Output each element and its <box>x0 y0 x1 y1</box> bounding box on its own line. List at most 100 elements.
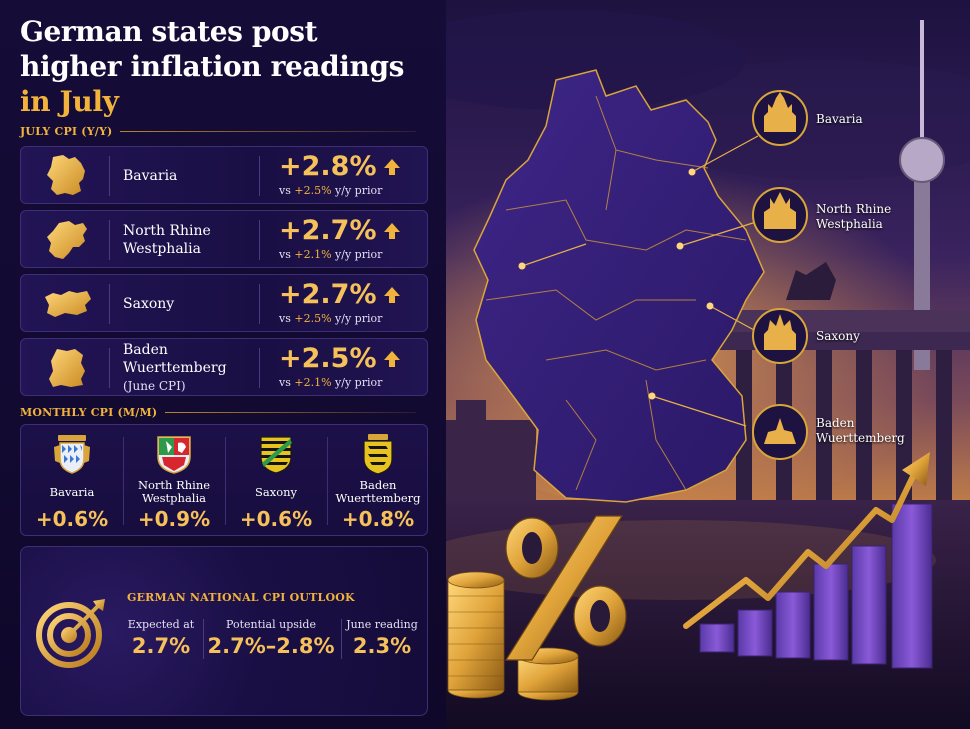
monthly-item-bavaria: Bavaria +0.6% <box>21 425 123 537</box>
prior-suffix: y/y prior <box>335 376 383 389</box>
state-name-line-2: Wuerttemberg <box>123 360 227 376</box>
monthly-item-north-rhine-westphalia: North Rhine Westphalia +0.9% <box>123 425 225 537</box>
outlook-heading: GERMAN NATIONAL CPI OUTLOOK <box>127 591 355 604</box>
outlook-divider <box>203 619 204 659</box>
bavaria-crest-icon <box>54 435 90 474</box>
heading-rule <box>165 411 416 413</box>
row-divider <box>259 284 260 324</box>
yoy-value: +2.7% <box>279 215 377 246</box>
yoy-prior: vs +2.1% y/y prior <box>279 248 419 261</box>
monthly-divider <box>225 437 226 525</box>
monthly-state-name: North Rhine Westphalia <box>123 477 225 507</box>
row-divider <box>259 220 260 260</box>
north-rhine-westphalia-crest-icon <box>157 436 191 474</box>
heading-rule <box>120 130 416 132</box>
monthly-heading-text: MONTHLY CPI (M/M) <box>20 405 158 419</box>
callout-line-1: Saxony <box>816 329 860 343</box>
monthly-state-name: Bavaria <box>21 477 123 507</box>
outlook-label: Potential upside <box>226 618 316 631</box>
north-rhine-westphalia-shape-icon <box>47 221 87 259</box>
outlook-item-expected: Expected at 2.7% <box>125 617 197 663</box>
outlook-item-potential-upside: Potential upside 2.7%–2.8% <box>207 617 335 663</box>
monthly-value: +0.8% <box>341 507 415 531</box>
monthly-name-line-1: Saxony <box>254 484 298 499</box>
germany-map-scene <box>446 0 970 729</box>
outlook-label: Expected at <box>127 618 195 631</box>
monthly-value: +0.6% <box>35 507 109 531</box>
monthly-item-baden-wuerttemberg: Baden Wuerttemberg +0.8% <box>327 425 429 537</box>
state-name-line-1: Baden <box>123 342 168 358</box>
title-line-2: higher inflation readings <box>20 50 405 83</box>
monthly-name-line-2: Westphalia <box>141 491 207 505</box>
right-illustration-panel: Bavaria North Rhine Westphalia Saxony Ba… <box>446 0 970 729</box>
yoy-row-saxony: Saxony +2.7% vs +2.5% y/y prior <box>20 274 428 332</box>
callout-line-1: Bavaria <box>816 112 863 126</box>
yoy-section-heading: JULY CPI (Y/Y) <box>20 124 416 138</box>
monthly-state-name: Saxony <box>225 477 327 507</box>
outlook-value: 2.7% <box>131 634 191 658</box>
row-divider <box>109 348 110 388</box>
monthly-item-saxony: Saxony +0.6% <box>225 425 327 537</box>
monthly-name-line-1: Bavaria <box>49 484 95 499</box>
page-title: German states post higher inflation read… <box>20 14 440 119</box>
map-callout-saxony: Saxony <box>816 329 860 344</box>
map-callout-north-rhine-westphalia: North Rhine Westphalia <box>816 202 891 232</box>
yoy-state-name: Bavaria <box>123 147 253 205</box>
callout-line-2: Wuerttemberg <box>816 431 905 445</box>
yoy-row-bavaria: Bavaria +2.8% vs +2.5% y/y prior <box>20 146 428 204</box>
outlook-divider <box>341 619 342 659</box>
saxony-crest-icon <box>260 436 292 474</box>
monthly-divider <box>327 437 328 525</box>
map-callout-bavaria: Bavaria <box>816 112 863 127</box>
outlook-item-june-reading: June reading 2.3% <box>343 617 421 663</box>
national-outlook-box: GERMAN NATIONAL CPI OUTLOOK Expected at … <box>20 546 428 716</box>
prior-prefix: vs <box>279 376 291 389</box>
prior-prefix: vs <box>279 184 291 197</box>
yoy-prior: vs +2.1% y/y prior <box>279 376 419 389</box>
title-line-1: German states post <box>20 15 318 48</box>
prior-prefix: vs <box>279 248 291 261</box>
row-divider <box>259 348 260 388</box>
monthly-divider <box>123 437 124 525</box>
bavaria-shape-icon <box>47 155 85 195</box>
prior-value: +2.1% <box>294 376 332 389</box>
yoy-value: +2.8% <box>279 151 377 182</box>
monthly-name-line-2: Wuerttemberg <box>335 491 421 505</box>
prior-value: +2.1% <box>294 248 332 261</box>
prior-value: +2.5% <box>294 184 332 197</box>
left-panel: German states post higher inflation read… <box>0 0 446 729</box>
state-name-line-1: Saxony <box>123 296 175 312</box>
yoy-state-name: Baden Wuerttemberg (June CPI) <box>123 339 253 397</box>
yoy-state-name: Saxony <box>123 275 253 333</box>
monthly-value: +0.9% <box>137 507 211 531</box>
outlook-value: 2.3% <box>352 634 412 658</box>
yoy-state-name: North Rhine Westphalia <box>123 211 253 269</box>
row-divider <box>109 156 110 196</box>
row-divider <box>109 220 110 260</box>
prior-suffix: y/y prior <box>335 312 383 325</box>
prior-prefix: vs <box>279 312 291 325</box>
title-line-3: in July <box>20 85 119 118</box>
monthly-state-name: Baden Wuerttemberg <box>327 477 429 507</box>
outlook-label: June reading <box>346 618 418 631</box>
monthly-name-line-1: North Rhine <box>137 478 211 492</box>
yoy-value: +2.7% <box>279 279 377 310</box>
arrow-up-icon <box>384 351 400 367</box>
prior-suffix: y/y prior <box>335 248 383 261</box>
yoy-row-baden-wuerttemberg: Baden Wuerttemberg (June CPI) +2.5% vs +… <box>20 338 428 396</box>
monthly-cpi-box: Bavaria +0.6% North Rhine Westphalia +0.… <box>20 424 428 536</box>
yoy-prior: vs +2.5% y/y prior <box>279 312 419 325</box>
state-name-line-2: Westphalia <box>123 241 201 257</box>
state-name-line-1: Bavaria <box>123 168 178 184</box>
monthly-value: +0.6% <box>239 507 313 531</box>
yoy-prior: vs +2.5% y/y prior <box>279 184 419 197</box>
map-callout-baden-wuerttemberg: Baden Wuerttemberg <box>816 416 905 446</box>
yoy-row-north-rhine-westphalia: North Rhine Westphalia +2.7% vs +2.1% y/… <box>20 210 428 268</box>
saxony-shape-icon <box>45 291 91 317</box>
state-name-line-1: North Rhine <box>123 223 211 239</box>
yoy-value: +2.5% <box>279 343 377 374</box>
baden-wuerttemberg-shape-icon <box>49 349 85 387</box>
callout-line-1: Baden <box>816 416 855 430</box>
callout-line-1: North Rhine <box>816 202 892 216</box>
row-divider <box>259 156 260 196</box>
